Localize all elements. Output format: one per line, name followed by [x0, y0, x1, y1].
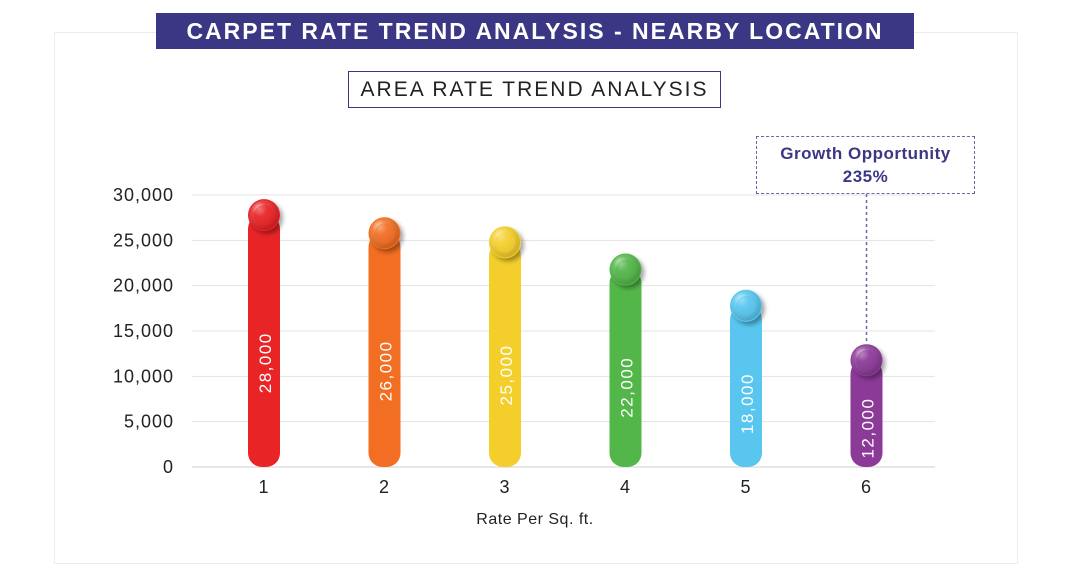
bar-cap-core — [495, 232, 515, 253]
y-axis-ticks: 0 5,000 10,000 15,000 20,000 25,000 30,000 — [113, 185, 174, 477]
x-tick-label: 2 — [379, 477, 390, 497]
bar-base — [730, 435, 762, 467]
chart-card — [54, 32, 1018, 564]
bar-base — [850, 435, 883, 467]
x-tick-label: 5 — [740, 477, 751, 497]
bar-value-label: 26,000 — [377, 340, 396, 401]
y-tick-label: 15,000 — [113, 321, 174, 341]
bar-base — [248, 435, 280, 467]
bar-base — [368, 435, 401, 467]
x-tick-label: 4 — [620, 477, 631, 497]
x-axis-title: Rate Per Sq. ft. — [476, 511, 593, 528]
bar-cap-core — [374, 223, 395, 244]
bar — [609, 267, 642, 467]
y-tick-label: 5,000 — [124, 412, 174, 432]
chart-title: AREA RATE TREND ANALYSIS — [348, 71, 721, 108]
bar-group: 12,000 — [850, 344, 883, 467]
bar — [248, 213, 280, 467]
y-tick-label: 0 — [163, 457, 174, 477]
bar-value-label: 18,000 — [738, 373, 757, 434]
bar-value-label: 22,000 — [618, 357, 637, 418]
bar-base — [609, 435, 642, 467]
bar-base — [489, 435, 521, 467]
callout-line-2: 235% — [842, 167, 889, 186]
y-tick-label: 30,000 — [113, 185, 174, 205]
bar-group: 22,000 — [609, 253, 642, 467]
grid-lines — [192, 194, 935, 468]
x-tick-label: 6 — [861, 477, 872, 497]
bar-cap-core — [615, 259, 636, 280]
y-tick-label: 25,000 — [113, 230, 174, 250]
callout-line-1: Growth Opportunity — [780, 144, 951, 163]
bar-group: 25,000 — [489, 226, 521, 467]
bar-group: 18,000 — [730, 289, 762, 467]
y-tick-label: 20,000 — [113, 276, 174, 296]
x-tick-label: 3 — [499, 477, 510, 497]
bar — [368, 231, 401, 467]
bar-value-label: 25,000 — [497, 345, 516, 406]
bar — [489, 240, 521, 467]
bar-value-label: 28,000 — [256, 332, 275, 393]
bar-group: 26,000 — [368, 217, 401, 467]
bar-value-label: 12,000 — [859, 398, 878, 459]
y-tick-label: 10,000 — [113, 366, 174, 386]
x-tick-label: 1 — [258, 477, 269, 497]
page-banner-title: CARPET RATE TREND ANALYSIS - NEARBY LOCA… — [156, 13, 914, 49]
bar — [730, 303, 762, 467]
growth-opportunity-callout: Growth Opportunity 235% — [756, 136, 975, 194]
bar-cap-core — [856, 350, 877, 371]
bar-group: 28,000 — [248, 199, 280, 467]
bar-cap-core — [254, 205, 274, 226]
bar-cap-core — [736, 295, 756, 316]
x-axis-ticks: 1 2 3 4 5 6 — [258, 477, 872, 497]
bars: 28,000 26,000 25,000 22,000 18,000 12,000 — [248, 199, 883, 467]
